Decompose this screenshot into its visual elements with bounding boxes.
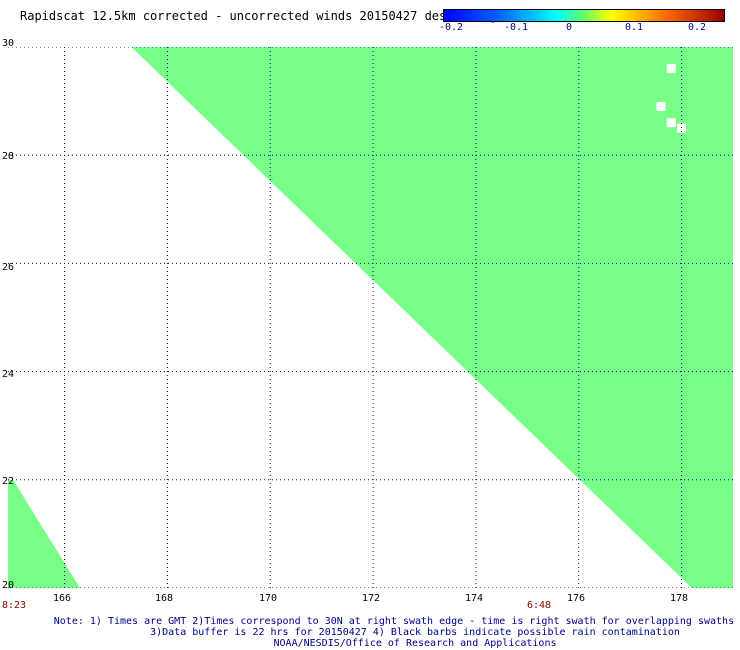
map-title: Rapidscat 12.5km corrected - uncorrected… [20,9,497,23]
lat-label: 20 [2,580,15,591]
colorbar-tick: -0.2 [438,22,464,33]
swath-time-left: 8:23 [2,600,27,611]
lon-label: 176 [566,593,586,604]
lon-label: 174 [464,593,484,604]
colorbar-tick: 0.1 [624,22,644,33]
colorbar-tick: 0.2 [687,22,707,33]
lon-label: 166 [52,593,72,604]
missing-data-cell [677,123,687,133]
swath-time-right: 6:48 [527,600,552,611]
note-line-1: Note: 1) Times are GMT 2)Times correspon… [53,616,740,627]
lat-label: 22 [2,476,15,487]
lat-label: 28 [2,151,15,162]
note-line-2: 3)Data buffer is 22 hrs for 20150427 4) … [150,627,680,638]
grid-layer [8,47,733,588]
lon-label: 168 [154,593,174,604]
colorbar-tick: 0 [565,22,573,33]
swath-layer [8,47,733,588]
colorbar-tick: -0.1 [503,22,529,33]
wind-swath [8,479,80,588]
lat-label: 30 [2,38,15,49]
wind-map [8,47,733,588]
lon-label: 172 [361,593,381,604]
lon-label: 178 [669,593,689,604]
lon-label: 170 [258,593,278,604]
lat-label: 26 [2,262,15,273]
colorbar [443,9,725,22]
missing-data-cell [666,118,676,128]
wind-swath [131,47,733,588]
missing-data-cell [666,64,676,74]
note-line-3: NOAA/NESDIS/Office of Research and Appli… [273,638,557,649]
lat-label: 24 [2,369,15,380]
missing-data-cell [656,102,666,111]
